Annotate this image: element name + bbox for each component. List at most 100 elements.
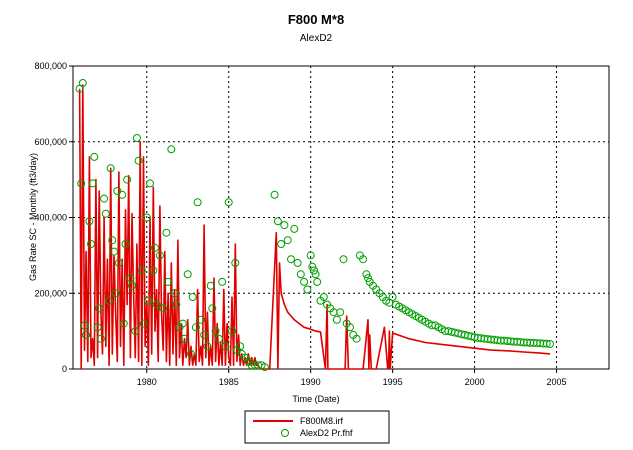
- data-point: [178, 319, 187, 328]
- x-tick-label: 2000: [465, 377, 485, 387]
- tick-labels: 1980 1985 1990 1995 2000 2005 0 200,000 400,000 6…: [34, 61, 566, 387]
- data-point: [362, 270, 371, 279]
- data-point: [114, 258, 123, 267]
- data-point: [214, 334, 223, 343]
- data-point: [191, 323, 200, 332]
- y-axis-label: Gas Rate SC - Monthly (ft3/day): [28, 153, 38, 281]
- data-point: [155, 251, 164, 260]
- x-tick-label: 1995: [383, 377, 403, 387]
- series-layer: [75, 79, 554, 372]
- data-point: [211, 327, 220, 336]
- legend-label-series-1: F800M8.irf: [300, 416, 344, 426]
- data-point: [293, 258, 302, 267]
- data-point: [162, 228, 171, 237]
- data-point: [134, 156, 143, 165]
- x-tick-label: 1985: [219, 377, 239, 387]
- data-point: [110, 247, 118, 256]
- chart-title: F800 M*8: [288, 12, 344, 27]
- data-point: [196, 315, 205, 324]
- data-point: [221, 342, 230, 351]
- data-point: [101, 209, 110, 218]
- y-tick-label: 200,000: [34, 288, 67, 298]
- data-point: [78, 79, 87, 87]
- data-point: [364, 274, 372, 283]
- data-point: [187, 349, 195, 358]
- data-point: [93, 323, 102, 332]
- data-point: [159, 304, 168, 313]
- data-point: [119, 319, 128, 328]
- data-point: [164, 277, 173, 286]
- data-point: [105, 296, 114, 305]
- y-tick-label: 600,000: [34, 137, 67, 147]
- data-point: [100, 194, 109, 203]
- data-point: [106, 164, 115, 173]
- x-tick-label: 2005: [547, 377, 567, 387]
- data-point: [313, 277, 322, 286]
- data-point: [359, 255, 368, 264]
- data-point: [126, 274, 135, 283]
- data-point: [388, 293, 397, 301]
- chart-subtitle: AlexD2: [300, 33, 333, 44]
- data-point: [188, 293, 197, 301]
- data-point: [137, 266, 146, 275]
- data-point: [311, 270, 320, 279]
- data-point: [310, 266, 318, 275]
- data-point: [183, 270, 192, 279]
- data-point: [88, 179, 97, 188]
- data-point: [146, 179, 154, 188]
- data-point: [352, 334, 361, 343]
- data-point: [90, 152, 99, 161]
- data-point: [339, 255, 348, 264]
- legend-box: [244, 410, 390, 444]
- data-point: [319, 293, 328, 301]
- y-tick-label: 0: [62, 364, 67, 374]
- data-point: [208, 304, 217, 313]
- x-tick-label: 1980: [137, 377, 157, 387]
- data-point: [121, 240, 130, 248]
- data-point: [546, 340, 554, 348]
- data-point: [542, 339, 551, 348]
- x-axis-label: Time (Date): [292, 394, 339, 404]
- data-point: [303, 285, 312, 294]
- data-point: [167, 145, 176, 154]
- data-point: [144, 296, 153, 305]
- data-point: [332, 315, 341, 324]
- data-point: [149, 266, 158, 275]
- data-point: [273, 217, 282, 226]
- data-point: [95, 304, 104, 313]
- data-point: [142, 213, 151, 222]
- data-point: [277, 240, 286, 248]
- data-point: [203, 342, 212, 351]
- data-point: [132, 134, 141, 142]
- y-tick-label: 400,000: [34, 213, 67, 223]
- data-point: [152, 300, 161, 309]
- data-point: [85, 217, 94, 226]
- data-point: [151, 243, 159, 252]
- data-point: [80, 321, 89, 330]
- data-point: [280, 221, 289, 230]
- x-tick-label: 1990: [301, 377, 321, 387]
- data-point: [296, 270, 305, 279]
- data-point: [206, 281, 215, 290]
- data-point: [170, 289, 179, 298]
- data-point: [180, 334, 189, 343]
- data-point: [300, 277, 309, 286]
- data-point: [283, 236, 292, 245]
- data-point: [236, 342, 245, 351]
- data-point: [82, 330, 91, 339]
- data-point: [231, 258, 240, 267]
- legend-marker-swatch: [281, 429, 289, 437]
- grid: [73, 66, 609, 369]
- data-point: [87, 240, 95, 248]
- data-point: [308, 262, 317, 271]
- legend-label-series-2: AlexD2 Pr.fhf: [300, 428, 353, 438]
- data-point: [139, 319, 148, 328]
- data-point: [123, 175, 132, 184]
- data-point: [287, 255, 295, 264]
- data-point: [118, 190, 127, 199]
- data-point: [270, 190, 279, 199]
- data-point: [260, 363, 269, 372]
- data-point: [224, 198, 233, 207]
- data-point: [96, 334, 105, 343]
